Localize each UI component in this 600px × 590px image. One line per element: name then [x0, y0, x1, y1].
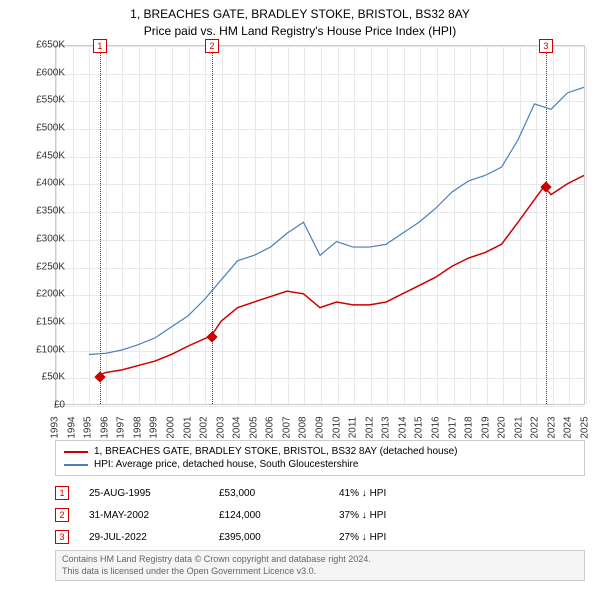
x-tick-label: 2023	[546, 413, 557, 443]
x-tick-label: 1998	[132, 413, 143, 443]
footer-line1: Contains HM Land Registry data © Crown c…	[62, 554, 578, 566]
chart-container: 1, BREACHES GATE, BRADLEY STOKE, BRISTOL…	[0, 0, 600, 590]
x-tick-label: 2021	[513, 413, 524, 443]
x-tick-label: 2010	[331, 413, 342, 443]
marker-price: £53,000	[219, 488, 319, 499]
marker-table-row: 2 31-MAY-2002 £124,000 37% ↓ HPI	[55, 504, 585, 526]
x-tick-label: 2008	[298, 413, 309, 443]
x-tick-label: 1996	[99, 413, 110, 443]
marker-pct: 27% ↓ HPI	[339, 532, 439, 543]
y-tick-label: £550K	[15, 95, 65, 106]
x-tick-label: 2019	[480, 413, 491, 443]
marker-row-badge: 2	[55, 508, 69, 522]
y-tick-label: £500K	[15, 123, 65, 134]
chart-plot-area: 123	[55, 45, 585, 405]
marker-pct: 37% ↓ HPI	[339, 510, 439, 521]
series-line-hpi	[89, 87, 584, 354]
x-tick-label: 2002	[199, 413, 210, 443]
marker-badge: 1	[93, 39, 107, 53]
marker-badge: 3	[539, 39, 553, 53]
x-tick-label: 2011	[348, 413, 359, 443]
y-tick-label: £400K	[15, 178, 65, 189]
chart-lines-svg	[56, 46, 584, 404]
y-tick-label: £200K	[15, 289, 65, 300]
gridline-h	[56, 406, 584, 407]
legend-swatch	[64, 464, 88, 466]
x-tick-label: 2018	[464, 413, 475, 443]
marker-pct: 41% ↓ HPI	[339, 488, 439, 499]
y-tick-label: £0	[15, 400, 65, 411]
title-line2: Price paid vs. HM Land Registry's House …	[0, 23, 600, 40]
x-tick-label: 1995	[83, 413, 94, 443]
marker-date: 29-JUL-2022	[89, 532, 199, 543]
title-block: 1, BREACHES GATE, BRADLEY STOKE, BRISTOL…	[0, 0, 600, 40]
x-tick-label: 2017	[447, 413, 458, 443]
x-tick-label: 2005	[248, 413, 259, 443]
x-tick-label: 2012	[364, 413, 375, 443]
legend-swatch	[64, 451, 88, 453]
x-tick-label: 2015	[414, 413, 425, 443]
marker-price: £124,000	[219, 510, 319, 521]
marker-table-row: 3 29-JUL-2022 £395,000 27% ↓ HPI	[55, 526, 585, 548]
legend-box: 1, BREACHES GATE, BRADLEY STOKE, BRISTOL…	[55, 440, 585, 476]
y-tick-label: £100K	[15, 344, 65, 355]
x-tick-label: 2020	[497, 413, 508, 443]
x-tick-label: 2024	[563, 413, 574, 443]
x-tick-label: 1997	[116, 413, 127, 443]
marker-table-row: 1 25-AUG-1995 £53,000 41% ↓ HPI	[55, 482, 585, 504]
x-tick-label: 1993	[50, 413, 61, 443]
x-tick-label: 2000	[165, 413, 176, 443]
title-line1: 1, BREACHES GATE, BRADLEY STOKE, BRISTOL…	[0, 6, 600, 23]
legend-row: HPI: Average price, detached house, Sout…	[64, 458, 576, 471]
x-tick-label: 2001	[182, 413, 193, 443]
legend-row: 1, BREACHES GATE, BRADLEY STOKE, BRISTOL…	[64, 445, 576, 458]
marker-row-badge: 3	[55, 530, 69, 544]
x-tick-label: 2025	[580, 413, 591, 443]
x-tick-label: 2013	[381, 413, 392, 443]
series-line-property	[100, 175, 584, 374]
y-tick-label: £50K	[15, 372, 65, 383]
legend-label: HPI: Average price, detached house, Sout…	[94, 459, 358, 470]
marker-table: 1 25-AUG-1995 £53,000 41% ↓ HPI 2 31-MAY-2002…	[55, 482, 585, 548]
x-tick-label: 2014	[397, 413, 408, 443]
marker-row-badge: 1	[55, 486, 69, 500]
x-tick-label: 2016	[430, 413, 441, 443]
marker-price: £395,000	[219, 532, 319, 543]
marker-badge: 2	[205, 39, 219, 53]
footer-line2: This data is licensed under the Open Gov…	[62, 566, 578, 578]
gridline-v	[586, 46, 587, 404]
footer-box: Contains HM Land Registry data © Crown c…	[55, 550, 585, 581]
y-tick-label: £150K	[15, 316, 65, 327]
y-tick-label: £250K	[15, 261, 65, 272]
marker-date: 31-MAY-2002	[89, 510, 199, 521]
x-tick-label: 1994	[66, 413, 77, 443]
x-tick-label: 2007	[281, 413, 292, 443]
y-tick-label: £600K	[15, 67, 65, 78]
x-tick-label: 2009	[315, 413, 326, 443]
x-tick-label: 2022	[530, 413, 541, 443]
y-tick-label: £450K	[15, 150, 65, 161]
y-tick-label: £650K	[15, 40, 65, 51]
x-tick-label: 1999	[149, 413, 160, 443]
x-tick-label: 2004	[232, 413, 243, 443]
x-tick-label: 2006	[265, 413, 276, 443]
legend-label: 1, BREACHES GATE, BRADLEY STOKE, BRISTOL…	[94, 446, 458, 457]
marker-date: 25-AUG-1995	[89, 488, 199, 499]
x-tick-label: 2003	[215, 413, 226, 443]
y-tick-label: £300K	[15, 233, 65, 244]
y-tick-label: £350K	[15, 206, 65, 217]
